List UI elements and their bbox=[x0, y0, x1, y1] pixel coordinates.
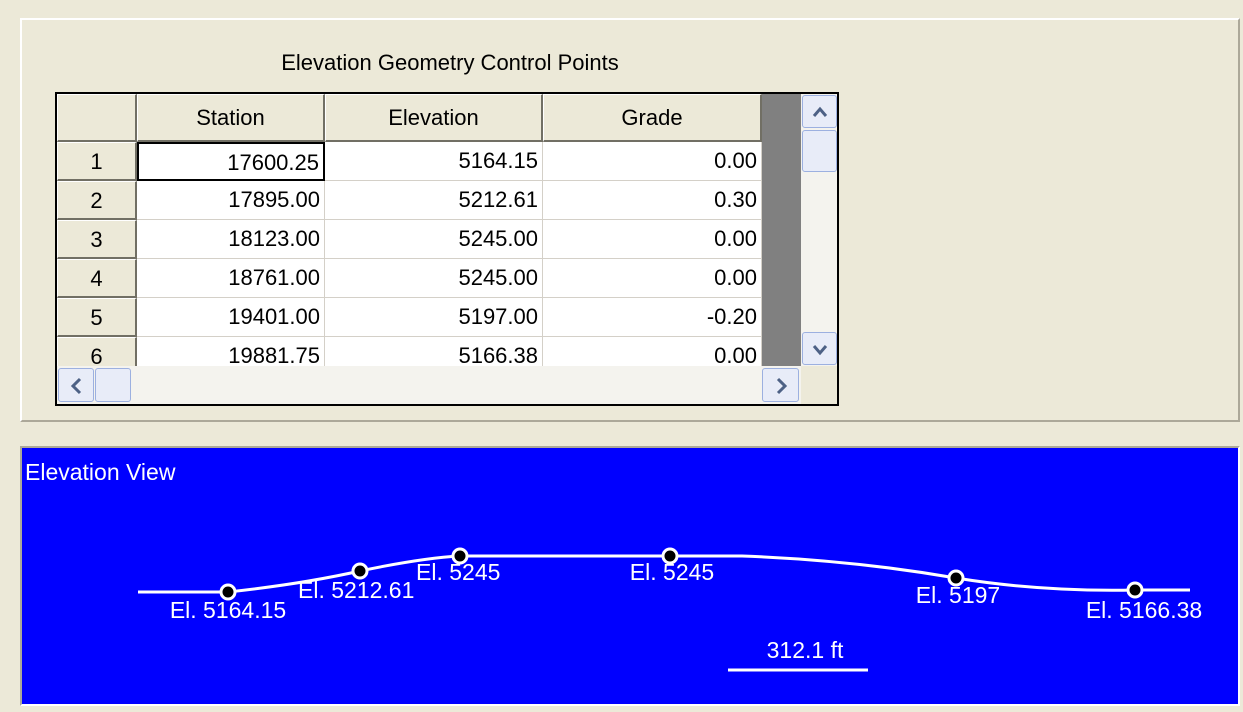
cell[interactable]: 5197.00 bbox=[325, 298, 543, 337]
scale-label: 312.1 ft bbox=[767, 637, 844, 663]
control-points-panel bbox=[20, 18, 1240, 422]
control-point bbox=[661, 547, 679, 565]
control-point bbox=[451, 547, 469, 565]
cell[interactable]: 0.00 bbox=[543, 337, 762, 366]
row-header[interactable]: 5 bbox=[57, 298, 137, 337]
cell[interactable]: 0.00 bbox=[543, 220, 762, 259]
point-label: El. 5164.15 bbox=[170, 597, 286, 623]
control-point bbox=[351, 562, 369, 580]
cell[interactable]: -0.20 bbox=[543, 298, 762, 337]
control-point bbox=[947, 569, 965, 587]
cell[interactable]: 5164.15 bbox=[325, 142, 543, 181]
point-label: El. 5245 bbox=[416, 559, 500, 585]
cell[interactable]: 19881.75 bbox=[137, 337, 325, 366]
row-header[interactable]: 1 bbox=[57, 142, 137, 181]
vertical-scrollbar[interactable] bbox=[801, 94, 837, 366]
cell[interactable]: 5245.00 bbox=[325, 259, 543, 298]
corner-header[interactable] bbox=[57, 94, 137, 142]
row-header[interactable]: 4 bbox=[57, 259, 137, 298]
profile-line bbox=[138, 554, 1190, 594]
control-point bbox=[219, 583, 237, 601]
point-label: El. 5212.61 bbox=[298, 577, 414, 603]
row-header[interactable]: 6 bbox=[57, 337, 137, 366]
scroll-thumb[interactable] bbox=[802, 130, 837, 172]
cell[interactable]: 0.30 bbox=[543, 181, 762, 220]
control-point bbox=[1126, 581, 1144, 599]
row-header[interactable]: 2 bbox=[57, 181, 137, 220]
point-label: El. 5166.38 bbox=[1086, 597, 1202, 623]
elevation-view-frame bbox=[20, 446, 1240, 706]
cell[interactable]: 5245.00 bbox=[325, 220, 543, 259]
view-title: Elevation View bbox=[25, 459, 176, 485]
point-label: El. 5197 bbox=[916, 582, 1000, 608]
row-header[interactable]: 3 bbox=[57, 220, 137, 259]
column-header[interactable]: Station bbox=[137, 94, 325, 142]
scroll-corner bbox=[801, 366, 837, 404]
column-header[interactable]: Elevation bbox=[325, 94, 543, 142]
cell[interactable]: 17895.00 bbox=[137, 181, 325, 220]
cell[interactable]: 0.00 bbox=[543, 142, 762, 181]
cell[interactable]: 19401.00 bbox=[137, 298, 325, 337]
horizontal-scrollbar[interactable] bbox=[57, 366, 801, 404]
cell[interactable]: 18123.00 bbox=[137, 220, 325, 259]
point-label: El. 5245 bbox=[630, 559, 714, 585]
table-title: Elevation Geometry Control Points bbox=[281, 50, 619, 75]
cell[interactable]: 5166.38 bbox=[325, 337, 543, 366]
scroll-left-button[interactable] bbox=[58, 368, 94, 402]
column-header[interactable]: Grade bbox=[543, 94, 762, 142]
cell[interactable]: 0.00 bbox=[543, 259, 762, 298]
canvas-background bbox=[22, 448, 1238, 704]
cell[interactable]: 5212.61 bbox=[325, 181, 543, 220]
cell[interactable]: 17600.25 bbox=[137, 142, 325, 181]
scroll-down-button[interactable] bbox=[802, 332, 837, 365]
data-grid[interactable]: Station Elevation Grade 1 17600.25 5164.15 0.0… bbox=[55, 92, 839, 406]
grid-body: Station Elevation Grade 1 17600.25 5164.15 0.0… bbox=[57, 94, 762, 366]
scroll-thumb[interactable] bbox=[95, 368, 131, 402]
scroll-right-button[interactable] bbox=[762, 368, 799, 402]
cell[interactable]: 18761.00 bbox=[137, 259, 325, 298]
scroll-up-button[interactable] bbox=[802, 95, 837, 128]
